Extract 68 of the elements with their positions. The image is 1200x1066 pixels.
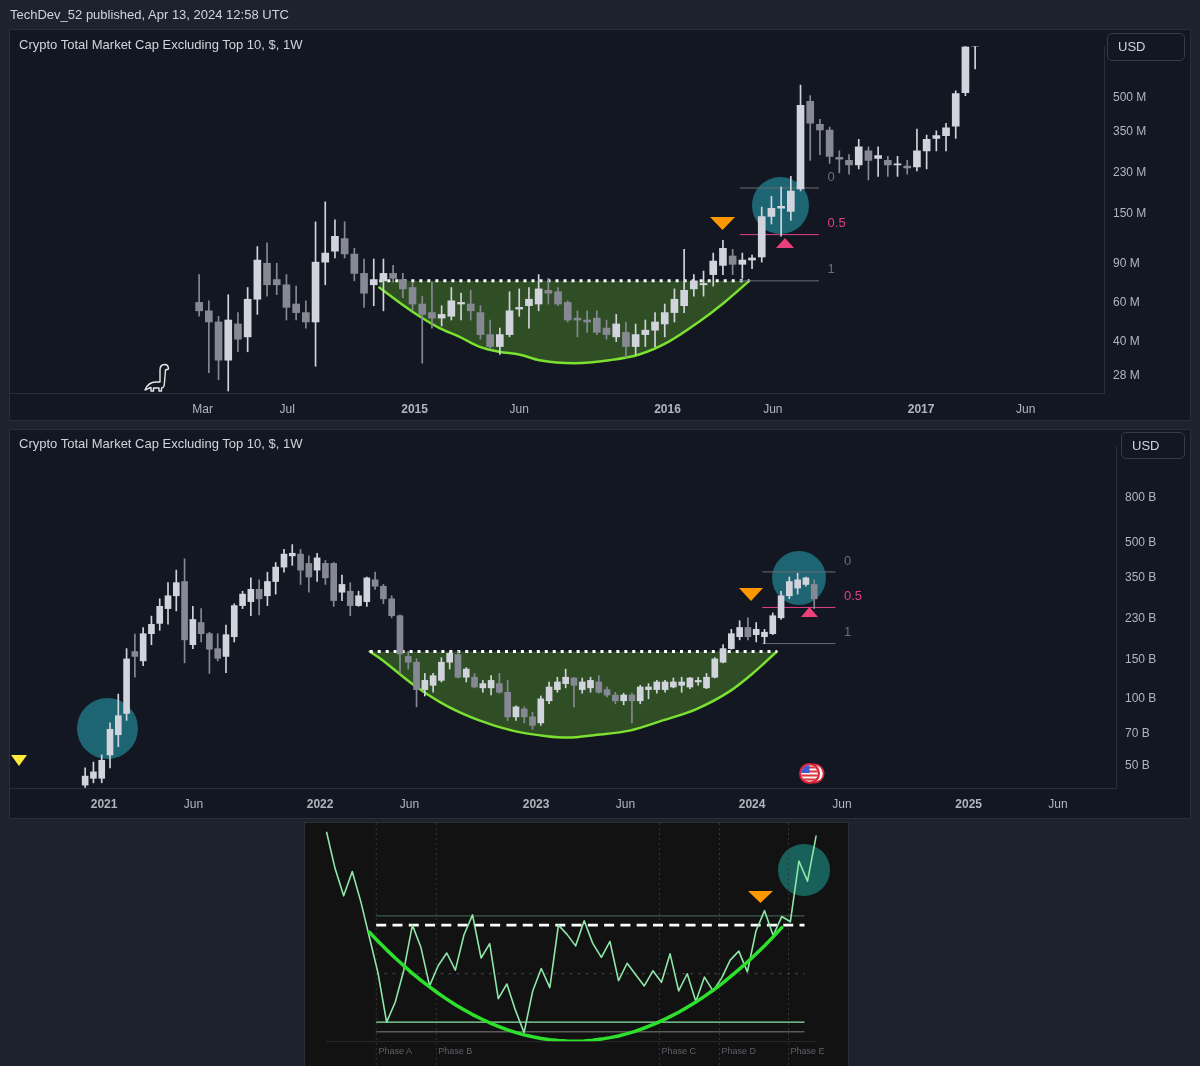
candlestick [816, 118, 824, 155]
y-tick-label: 90 M [1113, 255, 1140, 270]
y-tick-label: 500 B [1125, 535, 1157, 550]
y-tick-label: 150 M [1113, 206, 1147, 221]
candlestick [777, 186, 785, 237]
x-tick-label: Mar [192, 401, 213, 416]
series-label: 1 [843, 624, 852, 640]
y-tick-label: 60 M [1113, 294, 1140, 309]
x-tick-label: 2015 [401, 401, 429, 416]
y-tick-label: 230 B [1125, 610, 1157, 625]
candlestick [680, 248, 688, 313]
text: TechDev_52 published, Apr 13, 2024 12:58 UTC [10, 7, 289, 23]
candlestick [874, 146, 882, 177]
x-tick-label: Phase C [661, 1046, 697, 1057]
chart-title: Crypto Total Market Cap Excluding Top 10, $, 1W [19, 436, 303, 452]
y-tick-label: 40 M [1113, 333, 1140, 348]
x-tick-label: Jul [279, 401, 295, 416]
candlestick [418, 295, 427, 364]
x-tick-label: 2017 [907, 401, 935, 416]
candlestick [428, 281, 436, 329]
y-tick-label: 100 B [1125, 691, 1157, 706]
x-tick-label: Phase A [378, 1046, 412, 1057]
candlestick [288, 544, 296, 566]
x-tick-label: 2023 [522, 796, 550, 811]
x-tick-label: Jun [399, 796, 420, 811]
x-tick-label: Phase E [790, 1046, 825, 1057]
y-tick-label: 500 M [1113, 89, 1147, 104]
series-label: 0.5 [827, 215, 846, 231]
y-tick-label: 350 B [1125, 569, 1157, 584]
x-tick-label: Jun [615, 796, 636, 811]
x-tick-label: Jun [509, 401, 529, 416]
y-tick-label: 350 M [1113, 124, 1147, 139]
candlestick [651, 312, 659, 347]
y-tick-label: 28 M [1113, 368, 1140, 383]
x-tick-label: 2024 [738, 796, 766, 811]
series-label: 0.5 [843, 588, 862, 604]
candlestick [466, 289, 475, 321]
y-tick-label: 50 B [1125, 758, 1150, 773]
candlestick [205, 300, 213, 374]
series-label: 1 [827, 261, 835, 277]
candlestick [845, 154, 853, 175]
x-tick-label: Jun [1016, 401, 1036, 416]
y-tick-label: 150 B [1125, 651, 1157, 666]
candlestick [195, 274, 203, 317]
candlestick [272, 262, 281, 295]
x-tick-label: 2021 [90, 796, 118, 811]
y-axis-title: USD [1121, 432, 1185, 459]
x-tick-label: Jun [763, 401, 783, 416]
y-axis-title: USD [1107, 33, 1185, 61]
x-tick-label: Phase B [438, 1046, 473, 1057]
x-tick-label: Jun [1048, 796, 1068, 811]
x-tick-label: Jun [832, 796, 852, 811]
x-tick-label: Phase D [721, 1046, 757, 1057]
chart-title: Crypto Total Market Cap Excluding Top 10, $, 1W [19, 37, 303, 53]
candlestick [525, 287, 533, 329]
x-tick-label: Jun [183, 796, 204, 811]
x-tick-label: 2022 [306, 796, 334, 811]
candlestick [884, 156, 892, 177]
y-tick-label: 70 B [1125, 725, 1150, 740]
y-tick-label: 230 M [1113, 164, 1147, 179]
series-label: 0 [843, 552, 852, 568]
candlestick [131, 633, 139, 678]
candlestick [369, 258, 378, 307]
series-label: 0 [827, 168, 835, 184]
candlestick [321, 201, 330, 286]
y-tick-label: 800 B [1125, 489, 1157, 504]
x-tick-label: 2025 [955, 796, 983, 811]
x-tick-label: 2016 [654, 401, 682, 416]
